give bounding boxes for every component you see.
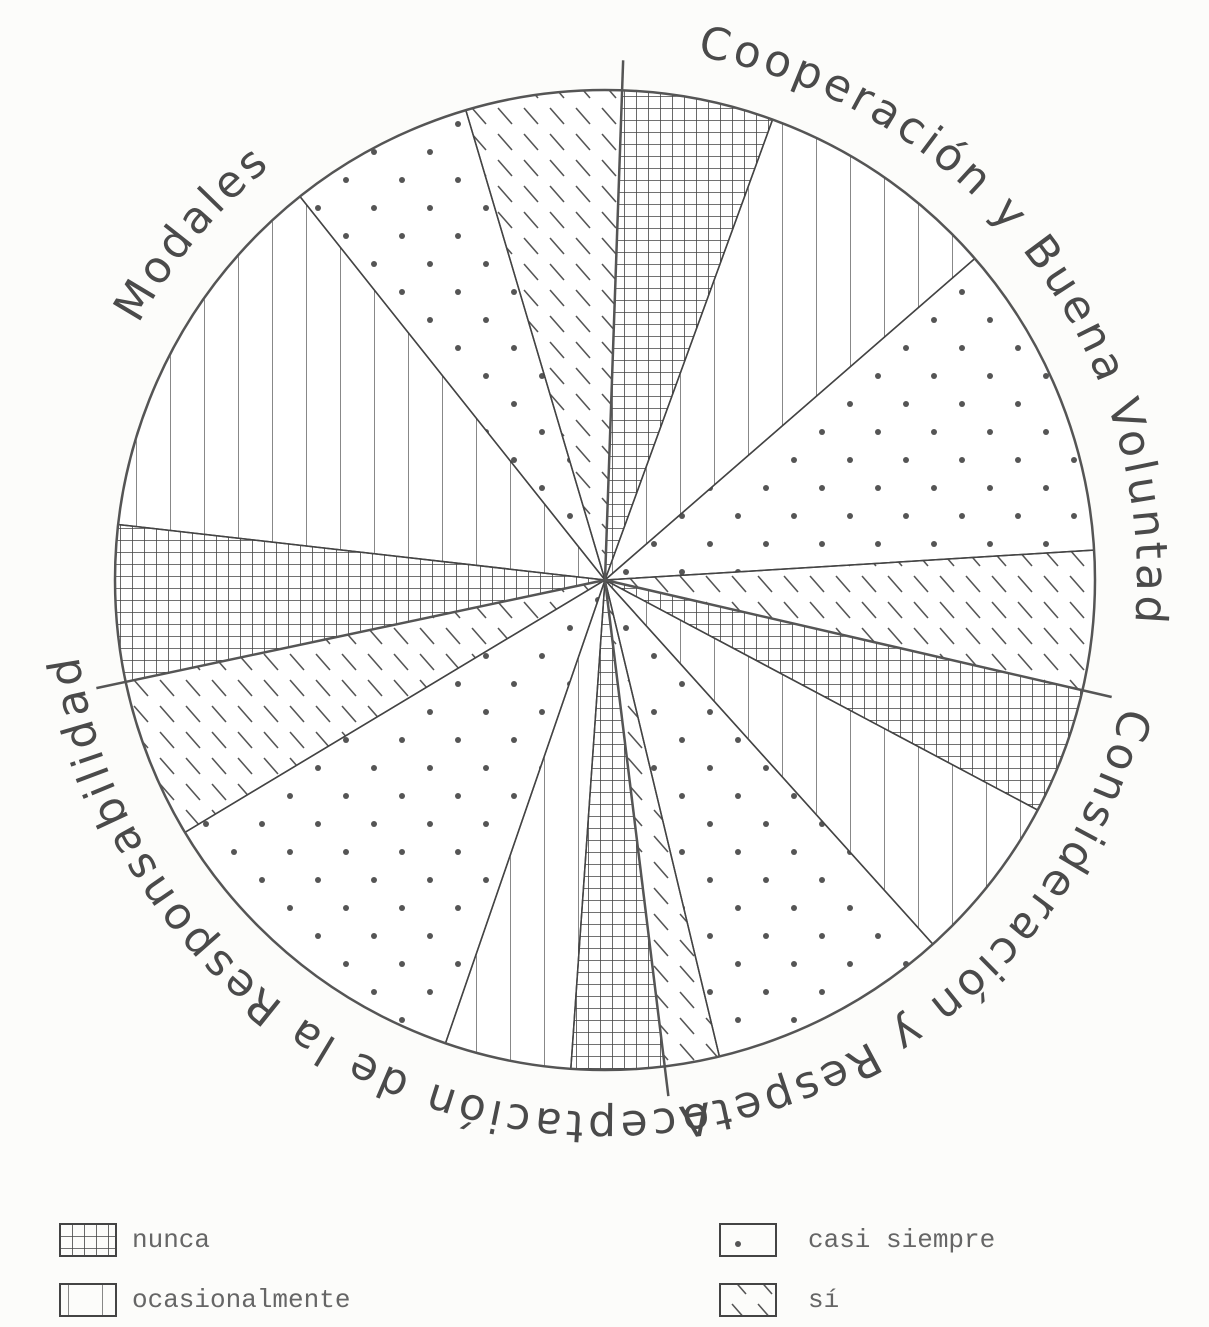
legend-swatch [60,1224,116,1256]
legend-label: sí [808,1285,839,1315]
legend-label: ocasionalmente [132,1285,350,1315]
legend-swatch [60,1284,116,1316]
chart: Cooperación y Buena VoluntadConsideració… [0,0,1209,1327]
legend-label: casi siempre [808,1225,995,1255]
legend-swatch [720,1284,776,1316]
legend-swatch [720,1224,776,1256]
legend-label: nunca [132,1225,210,1255]
